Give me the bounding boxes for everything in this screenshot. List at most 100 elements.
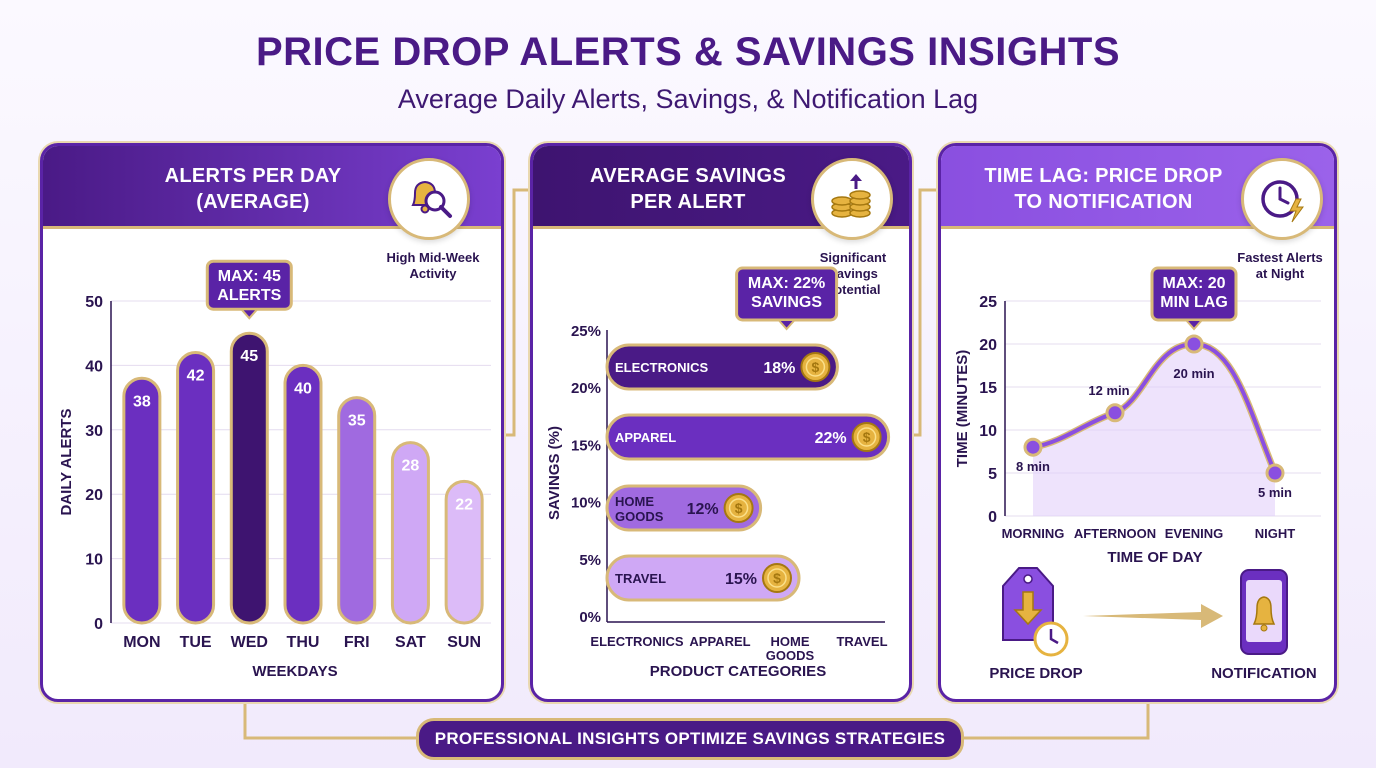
bar-value-label: 22% [815,430,847,447]
y-tick-label: 5 [988,466,997,483]
max-lag-callout-text: MIN LAG [1160,294,1228,311]
bar-value-label: 18% [763,360,795,377]
y-axis-title: SAVINGS (%) [546,426,563,520]
x-tick-label: SAT [395,634,426,651]
y-tick-label: 20 [85,487,103,504]
x-tick-label: APPAREL [689,634,750,649]
y-tick-label: 30 [85,423,103,440]
y-tick-label: 25 [979,294,997,311]
bar-category-label: TRAVEL [615,571,666,586]
savings-note: Significant Savings Potential [819,250,887,297]
x-tick-label: NIGHT [1255,526,1296,541]
data-point [1184,334,1204,354]
x-tick-label: HOME GOODS [766,634,815,663]
coin-icon-ring [805,357,826,377]
x-tick-label: TRAVEL [836,634,887,649]
bar [229,331,269,625]
bar-category-label: ELECTRONICS [615,360,709,375]
y-tick-label: 50 [85,294,103,311]
coin-icon-ring [856,427,877,447]
price-tag-drop-icon-arrow [1013,591,1043,626]
bar-value-label: 35 [348,413,366,430]
coin-icon-ring [728,498,749,518]
alerts-bar-chart: 0 10 20 30 40 50 DAILY ALERTS 38 MON 42 TUE 45 WED MA… [58,259,491,680]
coin-icon [723,493,754,523]
y-tick-label: 10 [85,552,103,569]
y-tick-label: 15% [571,437,601,454]
bar [176,351,216,625]
alerts-note: High Mid-Week Activity [386,250,480,281]
y-tick-label: 0 [988,509,997,526]
x-axis-title: PRODUCT CATEGORIES [650,663,826,680]
bar [283,363,323,625]
data-point [1023,437,1043,457]
bar-value-label: 22 [455,496,473,513]
bar-value-label: 15% [725,571,757,588]
y-tick-label: 0 [94,616,103,633]
x-tick-label: EVENING [1165,526,1224,541]
x-axis-title: WEEKDAYS [252,663,337,680]
y-tick-label: 40 [85,358,103,375]
bar [605,484,763,532]
bar [605,413,891,461]
bar [390,441,430,625]
data-point [1265,463,1285,483]
bar-category-label: APPAREL [615,430,676,445]
x-tick-label: MORNING [1002,526,1065,541]
lag-panel-title: TIME LAG: PRICE DROP TO NOTIFICATION [984,165,1223,213]
y-tick-label: 20 [979,337,997,354]
max-savings-callout-pointer [776,319,797,331]
flow-from-label: PRICE DROP [989,665,1082,682]
coin-icon [851,422,882,452]
x-tick-label: TUE [180,634,212,651]
bell-search-icon [388,158,470,240]
price-tag-drop-icon-hole [1023,574,1033,584]
y-tick-label: 10 [979,423,997,440]
bar [337,396,377,625]
coin-icon-ring [767,568,787,588]
savings-panel-title: AVERAGE SAVINGS PER ALERT [589,165,786,213]
lag-panel: TIME LAG: PRICE DROP TO NOTIFICATION Fas… [938,143,1337,702]
bar [605,343,839,391]
max-lag-callout-pointer [1183,319,1205,331]
coin-icon-symbol: $ [812,359,820,375]
savings-panel: AVERAGE SAVINGS PER ALERT Significant Sa… [530,143,912,702]
data-point-label: 8 min [1016,459,1050,474]
y-tick-label: 0% [579,609,601,626]
alerts-panel-title: ALERTS PER DAY (AVERAGE) [164,165,342,213]
data-point-label: 5 min [1258,485,1292,500]
area-fill [1033,344,1275,516]
savings-bar-chart: 0% 5% 10% 15% 20% 25% SAVINGS (%) ELECTRONICS 18… [546,266,891,680]
y-axis-title: TIME (MINUTES) [954,350,971,468]
lag-line-chart: 0 5 10 15 20 25 TIME (MINUTES) 8 min MORNING 12 m… [954,266,1321,682]
data-point [1105,403,1125,423]
bar [605,554,801,602]
bar-value-label: 38 [133,393,151,410]
bar-value-label: 45 [240,348,258,365]
coin-icon-symbol: $ [773,570,781,586]
coin-icon [762,563,792,593]
data-point-label: 12 min [1088,383,1129,398]
x-axis-title: TIME OF DAY [1107,549,1202,566]
bar-value-label: 12% [687,501,719,518]
flow-arrow [1083,604,1223,628]
phone-bell-icon-bell-clapper [1260,624,1268,632]
coin-icon [800,352,831,382]
max-savings-callout-text: SAVINGS [751,294,822,311]
flow-to-label: NOTIFICATION [1211,665,1317,682]
x-tick-label: ELECTRONICS [590,634,684,649]
x-tick-label: THU [287,634,320,651]
coin-icon-symbol: $ [863,429,871,445]
max-savings-callout-text: MAX: 22% [748,275,825,292]
y-tick-label: 10% [571,495,601,512]
page-title: PRICE DROP ALERTS & SAVINGS INSIGHTS [255,30,1121,74]
bar [122,376,162,625]
x-tick-label: AFTERNOON [1074,526,1156,541]
clock-lightning-icon [1241,158,1323,240]
lag-note: Fastest Alerts at Night [1237,250,1323,281]
bar-value-label: 42 [187,368,205,385]
y-tick-label: 25% [571,323,601,340]
y-tick-label: 5% [579,552,601,569]
footer-banner: PROFESSIONAL INSIGHTS OPTIMIZE SAVINGS S… [416,718,964,760]
